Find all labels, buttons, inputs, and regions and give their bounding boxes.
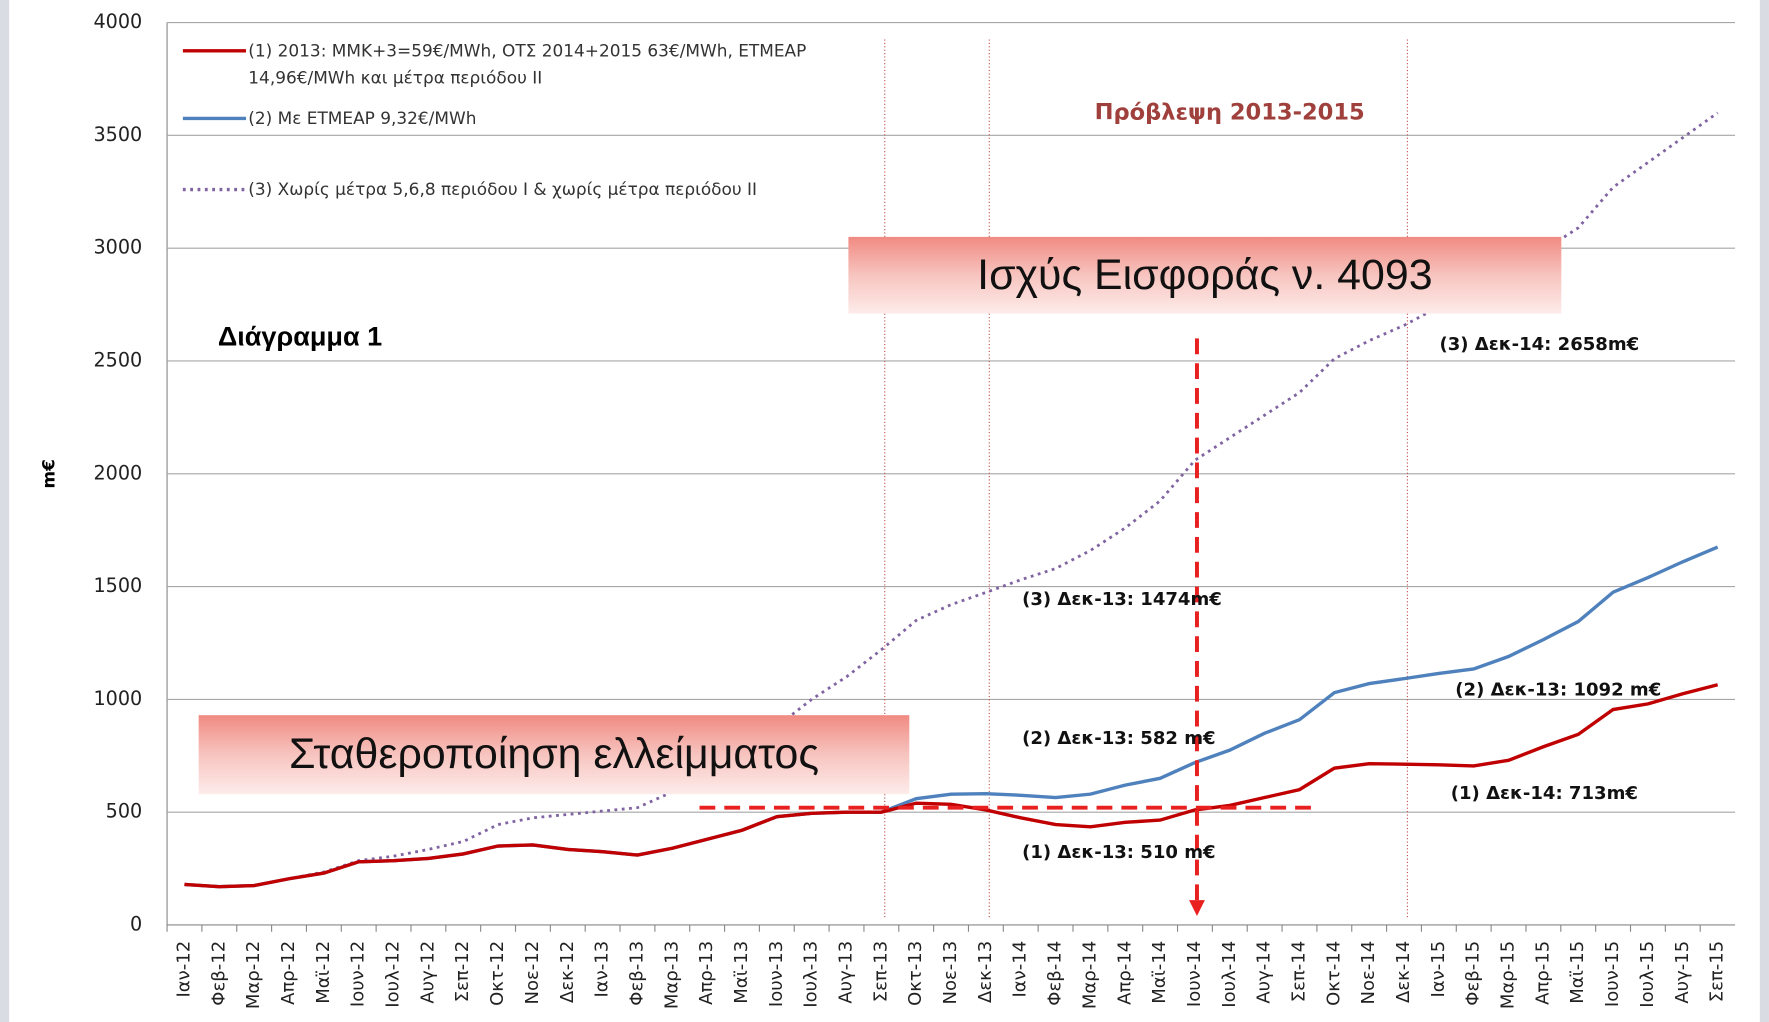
x-tick-label: Αυγ-15: [1672, 941, 1693, 1004]
x-tick-label: Νοε-12: [522, 941, 543, 1005]
x-tick-label: Μαϊ-14: [1149, 941, 1170, 1004]
x-tick-label: Νοε-13: [940, 941, 961, 1005]
x-tick-label: Ιαν-13: [592, 941, 613, 998]
x-tick-label: Ιουν-13: [766, 941, 787, 1007]
arrow-head: [1189, 900, 1205, 916]
y-tick-label: 0: [130, 912, 142, 935]
callout-text: Σταθεροποίηση ελλείμματος: [289, 730, 819, 778]
y-tick-label: 1500: [93, 574, 142, 597]
x-tick-label: Μαρ-12: [243, 941, 264, 1009]
y-axis-label: m€: [39, 459, 59, 488]
x-tick-label: Φεβ-13: [626, 941, 647, 1006]
y-tick-label: 4000: [93, 10, 142, 33]
x-tick-label: Μαϊ-13: [731, 941, 752, 1004]
x-tick-label: Σεπ-13: [870, 941, 891, 1002]
data-annotation: (2) Δεκ-13: 1092 m€: [1455, 679, 1661, 700]
chart-title: Διάγραμμα 1: [218, 321, 382, 352]
x-tick-label: Αυγ-13: [836, 941, 857, 1004]
x-tick-label: Μαϊ-12: [313, 941, 334, 1004]
legend-label: (2) Με ΕΤΜΕΑΡ 9,32€/MWh: [248, 108, 477, 129]
x-tick-label: Σεπ-14: [1288, 941, 1309, 1002]
data-annotation: (1) Δεκ-14: 713m€: [1451, 783, 1638, 804]
x-tick-label: Οκτ-13: [905, 941, 926, 1006]
x-tick-label: Οκτ-12: [487, 941, 508, 1006]
legend-item: (3) Χωρίς μέτρα 5,6,8 περιόδου Ι & χωρίς…: [248, 179, 758, 200]
x-tick-label: Μαρ-15: [1498, 941, 1519, 1009]
x-tick-label: Απρ-13: [696, 941, 717, 1005]
x-tick-label: Δεκ-12: [557, 941, 578, 1003]
x-tick-label: Δεκ-13: [975, 941, 996, 1003]
forecast-label: Πρόβλεψη 2013-2015: [1095, 99, 1365, 125]
y-tick-label: 3500: [93, 123, 142, 146]
x-tick-label: Απρ-15: [1532, 941, 1553, 1005]
y-tick-label: 1000: [93, 687, 142, 710]
x-tick-label: Αυγ-14: [1254, 941, 1275, 1004]
legend-item: (1) 2013: ΜΜΚ+3=59€/MWh, ΟΤΣ 2014+2015 6…: [248, 40, 807, 88]
x-tick-label: Απρ-14: [1114, 941, 1135, 1005]
x-tick-label: Απρ-12: [278, 941, 299, 1005]
x-tick-label: Σεπ-15: [1707, 941, 1728, 1002]
x-tick-label: Μαϊ-15: [1567, 941, 1588, 1004]
data-annotation: (3) Δεκ-14: 2658m€: [1439, 334, 1639, 355]
x-tick-label: Ιουν-12: [348, 941, 369, 1007]
y-tick-label: 500: [106, 800, 143, 823]
x-tick-label: Μαρ-14: [1079, 941, 1100, 1009]
callout-box: [198, 715, 910, 795]
x-tick-label: Οκτ-14: [1323, 941, 1344, 1006]
x-tick-label: Ιουλ-15: [1637, 941, 1658, 1008]
data-annotation: (2) Δεκ-13: 582 m€: [1022, 728, 1215, 749]
x-tick-label: Φεβ-15: [1463, 941, 1484, 1006]
x-tick-label: Ιαν-15: [1428, 941, 1449, 998]
y-tick-label: 2500: [93, 348, 142, 371]
data-annotation: (3) Δεκ-13: 1474m€: [1022, 589, 1222, 610]
y-tick-label: 3000: [93, 236, 142, 259]
y-tick-label: 2000: [93, 461, 142, 484]
x-tick-label: Ιουλ-12: [383, 941, 404, 1008]
x-tick-label: Ιουλ-13: [801, 941, 822, 1008]
x-tick-label: Ιουλ-14: [1219, 941, 1240, 1008]
x-tick-label: Αυγ-12: [417, 941, 438, 1004]
series-line: [184, 683, 1719, 889]
x-tick-label: Ιουν-14: [1184, 941, 1205, 1007]
x-tick-label: Ιαν-14: [1010, 941, 1031, 998]
legend-label: (3) Χωρίς μέτρα 5,6,8 περιόδου Ι & χωρίς…: [248, 179, 758, 200]
callout-box: [848, 236, 1562, 314]
x-tick-label: Ιουν-15: [1602, 941, 1623, 1007]
x-tick-label: Φεβ-12: [208, 941, 229, 1006]
x-tick-label: Φεβ-14: [1045, 941, 1066, 1006]
callout-text: Ισχύς Εισφοράς ν. 4093: [977, 251, 1432, 299]
legend-label: (1) 2013: ΜΜΚ+3=59€/MWh, ΟΤΣ 2014+2015 6…: [248, 40, 807, 88]
data-annotation: (1) Δεκ-13: 510 m€: [1022, 842, 1215, 863]
legend-item: (2) Με ΕΤΜΕΑΡ 9,32€/MWh: [248, 108, 477, 129]
x-tick-label: Σεπ-12: [452, 941, 473, 1002]
x-tick-label: Δεκ-14: [1393, 941, 1414, 1003]
x-tick-label: Μαρ-13: [661, 941, 682, 1009]
x-tick-label: Ιαν-12: [173, 941, 194, 998]
x-tick-label: Νοε-14: [1358, 941, 1379, 1005]
